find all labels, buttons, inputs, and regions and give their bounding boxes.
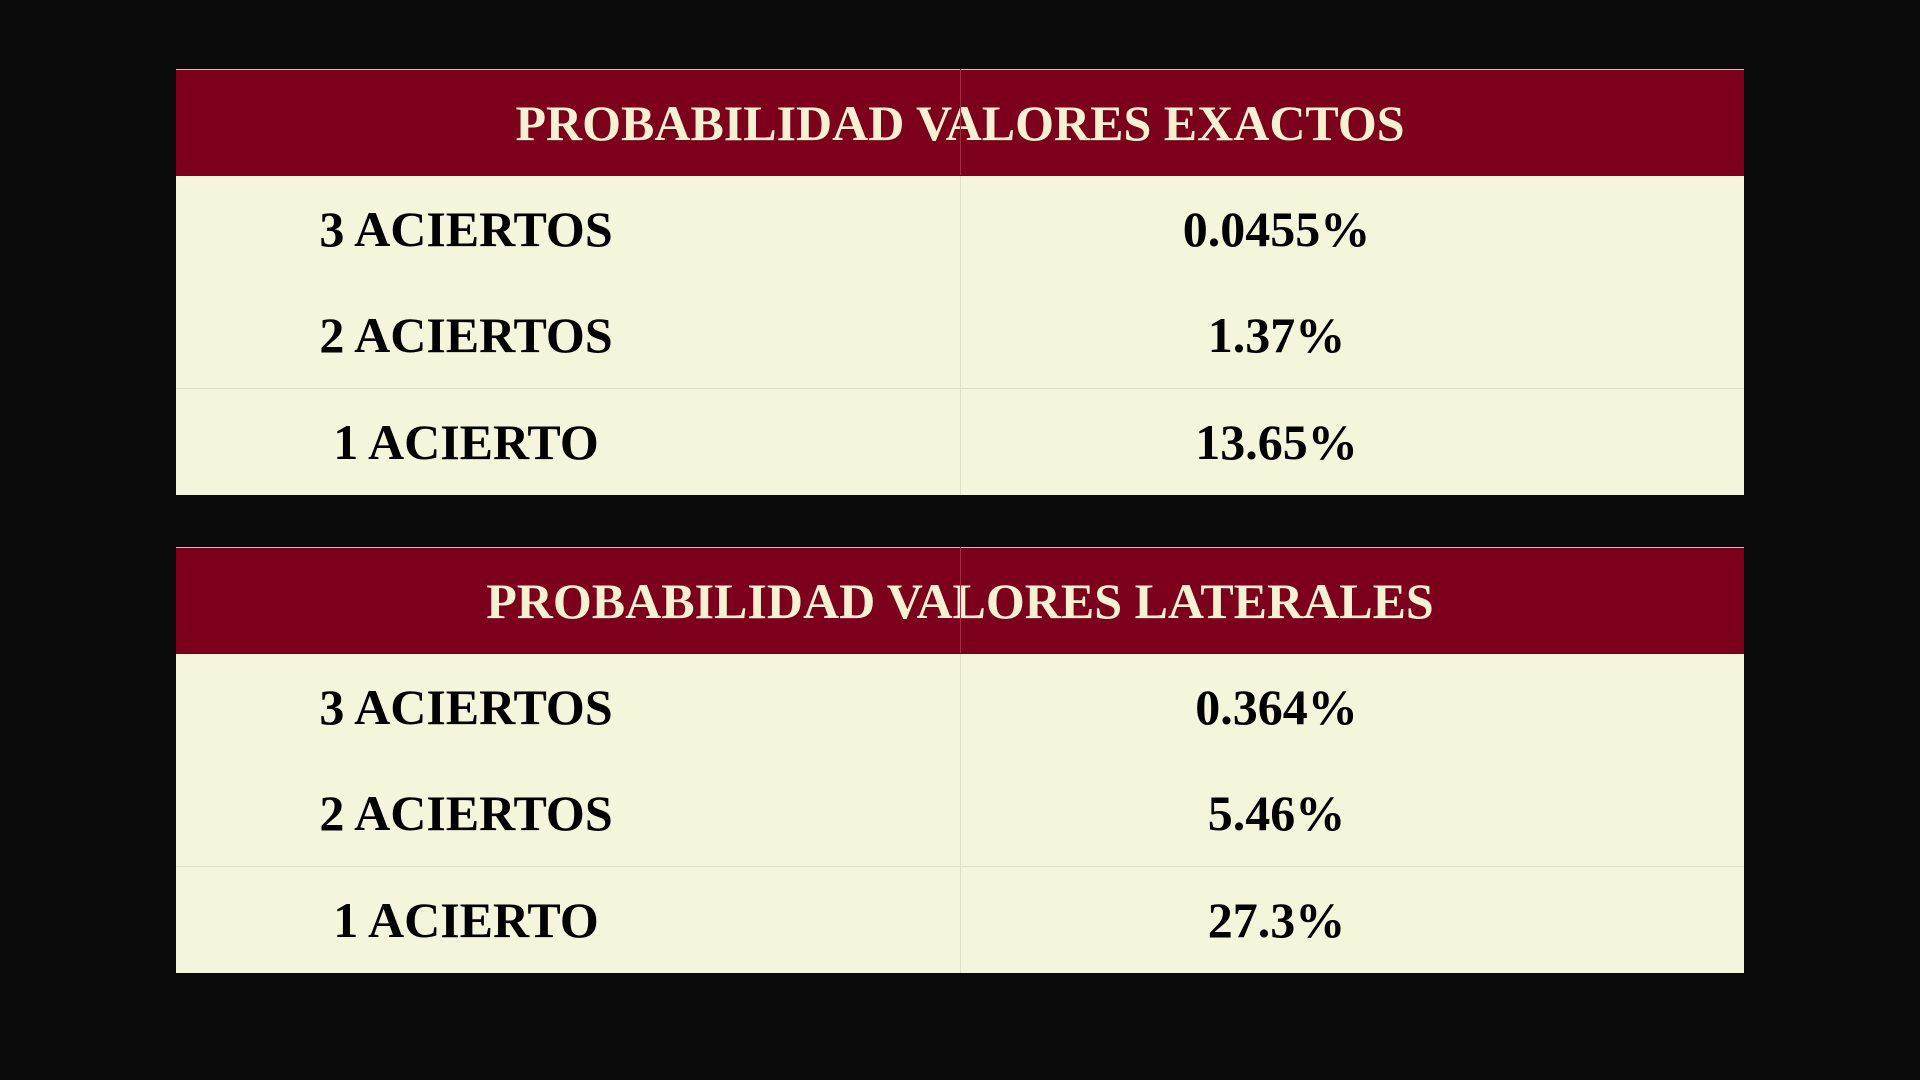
row-label: 1 ACIERTO xyxy=(333,892,599,948)
row-value: 0.364% xyxy=(1195,679,1358,735)
row-value-cell: 0.0455% xyxy=(960,176,1745,282)
header-column-seam xyxy=(960,547,961,653)
row-value-cell: 5.46% xyxy=(960,760,1744,867)
table-row: 1 ACIERTO 27.3% xyxy=(176,866,1744,973)
row-label: 2 ACIERTOS xyxy=(319,785,613,841)
row-value: 1.37% xyxy=(1207,307,1346,363)
row-value: 5.46% xyxy=(1207,785,1346,841)
table-row: 1 ACIERTO 13.65% xyxy=(176,388,1745,495)
row-label-cell: 3 ACIERTOS xyxy=(176,176,961,282)
row-value: 27.3% xyxy=(1207,892,1346,948)
row-label-cell: 2 ACIERTOS xyxy=(176,760,961,867)
row-label: 1 ACIERTO xyxy=(333,414,599,470)
row-value: 13.65% xyxy=(1195,414,1358,470)
table-row: 3 ACIERTOS 0.364% xyxy=(176,654,1744,760)
row-label-cell: 1 ACIERTO xyxy=(176,388,961,495)
row-label: 3 ACIERTOS xyxy=(319,201,613,257)
row-label-cell: 1 ACIERTO xyxy=(176,866,961,973)
row-value-cell: 0.364% xyxy=(960,654,1744,760)
table-row: 2 ACIERTOS 1.37% xyxy=(176,282,1745,389)
row-value: 0.0455% xyxy=(1182,201,1371,257)
row-value-cell: 27.3% xyxy=(960,866,1744,973)
table-row: 2 ACIERTOS 5.46% xyxy=(176,760,1744,867)
row-label-cell: 2 ACIERTOS xyxy=(176,282,961,389)
row-value-cell: 1.37% xyxy=(960,282,1745,389)
row-value-cell: 13.65% xyxy=(960,388,1745,495)
row-label: 3 ACIERTOS xyxy=(319,679,613,735)
row-label-cell: 3 ACIERTOS xyxy=(176,654,961,760)
header-column-seam xyxy=(960,69,961,175)
table-row: 3 ACIERTOS 0.0455% xyxy=(176,176,1745,282)
row-label: 2 ACIERTOS xyxy=(319,307,613,363)
